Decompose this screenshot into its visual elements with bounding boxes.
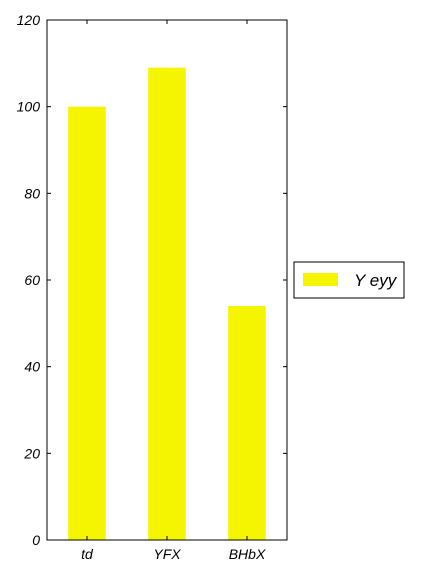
x-tick-label: YFX	[153, 546, 181, 562]
y-tick-label: 80	[24, 185, 40, 201]
y-tick-label: 100	[17, 99, 41, 115]
x-tick-label: BHbX	[229, 546, 266, 562]
bar-group	[68, 67, 266, 541]
y-tick-label: 0	[32, 532, 40, 548]
y-tick-label: 60	[24, 272, 40, 288]
legend-swatch	[303, 273, 338, 286]
y-axis: 0 20 40 60 80 100 120	[17, 12, 287, 548]
legend-label: Y eyy	[354, 271, 398, 290]
bar	[228, 306, 266, 540]
x-tick-label: td	[81, 546, 94, 562]
bar	[68, 106, 106, 541]
legend: Y eyy	[293, 261, 405, 299]
y-tick-label: 40	[24, 359, 40, 375]
x-axis: td YFX BHbX	[81, 20, 266, 562]
y-tick-label: 120	[17, 12, 41, 28]
y-tick-label: 20	[23, 445, 40, 461]
bar	[148, 67, 186, 541]
